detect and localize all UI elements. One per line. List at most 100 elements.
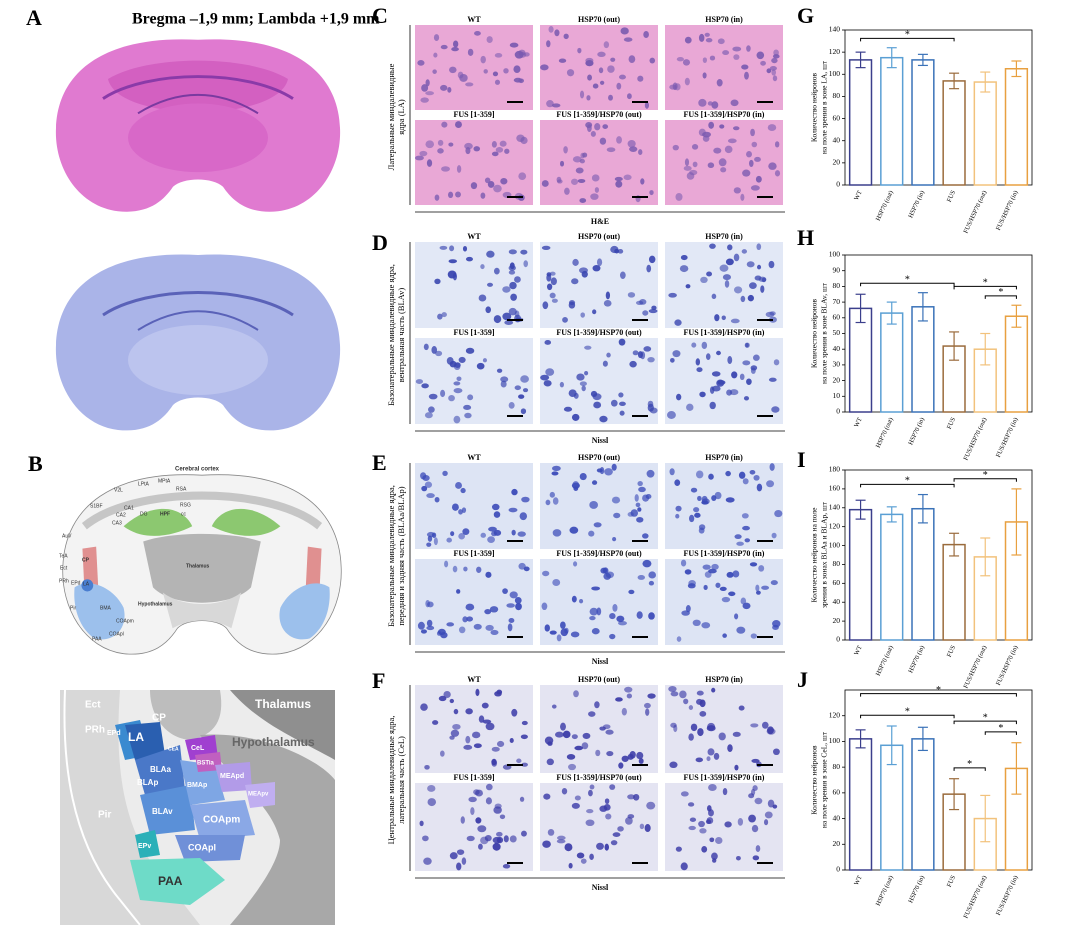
- cell: [684, 77, 690, 86]
- cell: [682, 59, 691, 66]
- cell: [708, 783, 717, 791]
- y-tick-label: 60: [833, 788, 841, 797]
- cell: [569, 526, 579, 534]
- cell: [477, 825, 487, 833]
- cell: [756, 590, 761, 595]
- cell: [756, 483, 763, 492]
- cell: [737, 818, 744, 826]
- significance-bracket: [984, 731, 1017, 735]
- cell: [752, 354, 760, 361]
- cell: [713, 752, 720, 760]
- micrograph: [415, 120, 533, 205]
- atlas-label: Ect: [60, 565, 68, 571]
- cell: [543, 793, 551, 800]
- cell: [440, 44, 448, 50]
- thalamus: [230, 690, 335, 760]
- cell: [463, 404, 472, 411]
- cell: [722, 633, 727, 638]
- cell: [480, 192, 486, 199]
- cell: [649, 57, 656, 64]
- cell: [591, 174, 600, 182]
- bar: [973, 81, 997, 186]
- significance-bracket: [860, 714, 955, 719]
- cell: [502, 864, 511, 869]
- cell: [727, 138, 737, 144]
- cell: [485, 722, 495, 731]
- cell: [426, 625, 435, 631]
- cell: [547, 829, 555, 836]
- atlas-label: Thalamus: [186, 563, 210, 569]
- cell: [683, 698, 689, 705]
- cell: [467, 394, 474, 401]
- cell: [750, 185, 760, 191]
- cell: [695, 470, 704, 479]
- cell: [580, 858, 587, 864]
- atlas-label: TeA: [59, 553, 68, 559]
- micrograph-caption: FUS [1-359]/HSP70 (in): [684, 773, 765, 782]
- micrograph-caption: FUS [1-359]/HSP70 (out): [556, 328, 642, 337]
- cell: [693, 507, 700, 513]
- cell: [683, 165, 692, 171]
- atlas-label: CP: [82, 557, 90, 563]
- cell: [627, 794, 635, 800]
- cell: [670, 722, 677, 728]
- cell: [760, 285, 765, 293]
- cell: [638, 486, 646, 493]
- cell: [725, 470, 731, 477]
- cell: [738, 471, 746, 479]
- cell: [552, 578, 561, 586]
- cell: [684, 158, 690, 167]
- cell: [496, 831, 503, 837]
- cell: [474, 31, 481, 36]
- y-tick-label: 20: [833, 616, 841, 625]
- cell: [452, 723, 461, 730]
- cell: [672, 144, 679, 151]
- bar: [848, 738, 873, 871]
- cell: [420, 703, 428, 711]
- cell: [463, 566, 468, 572]
- cell: [692, 619, 701, 627]
- cell: [614, 248, 620, 254]
- micrograph: [540, 338, 658, 424]
- cell: [697, 495, 702, 501]
- stain-label: Nissl: [592, 436, 609, 445]
- y-tick-label: 100: [829, 69, 841, 78]
- cell: [521, 720, 528, 726]
- bar: [1004, 68, 1029, 186]
- cell: [676, 636, 682, 642]
- cell: [606, 147, 616, 153]
- bar: [880, 56, 904, 186]
- cell: [464, 412, 472, 419]
- cell: [754, 156, 761, 162]
- cell: [707, 162, 715, 169]
- x-tick-label: WT: [853, 644, 864, 656]
- cell: [716, 350, 721, 356]
- brain-region: [128, 103, 268, 173]
- y-tick-label: 80: [833, 559, 841, 568]
- panel-label: A: [26, 5, 42, 30]
- cell: [698, 98, 707, 107]
- cell: [674, 479, 681, 487]
- atlas-label: PRh: [85, 725, 105, 736]
- cell: [518, 172, 527, 181]
- cell: [518, 562, 526, 570]
- cell: [612, 536, 617, 542]
- cell: [566, 69, 575, 77]
- cell: [494, 267, 500, 275]
- cell: [579, 158, 585, 164]
- y-tick-label: 120: [829, 710, 841, 719]
- hippocampus: [102, 75, 294, 100]
- cell: [748, 159, 754, 167]
- significance-label: *: [998, 287, 1003, 298]
- hippocampus: [137, 93, 259, 115]
- atlas-label: MEApv: [248, 792, 269, 798]
- bar: [911, 59, 935, 186]
- significance-label: *: [905, 30, 910, 41]
- cell: [623, 174, 632, 181]
- y-tick-label: 10: [833, 391, 841, 400]
- micrograph: [540, 120, 658, 205]
- atlas-label: Hypothalamus: [232, 735, 315, 749]
- cell: [516, 758, 522, 764]
- cell: [764, 811, 773, 819]
- cell: [720, 167, 727, 173]
